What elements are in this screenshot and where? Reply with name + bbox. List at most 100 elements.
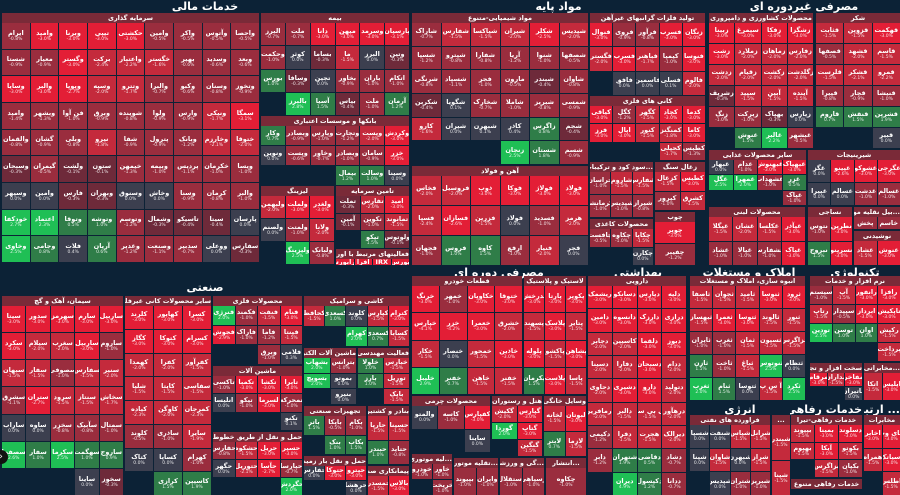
stock-tile[interactable]: ثجوان -1.5% (713, 286, 736, 308)
stock-tile[interactable]: کترام -3.0% (388, 306, 409, 326)
stock-tile[interactable]: واحصا -0.5% (231, 23, 259, 49)
stock-tile[interactable]: قزوین -1.5% (844, 23, 872, 43)
stock-tile[interactable]: بایک -1.5% (384, 389, 409, 404)
stock-tile[interactable]: شنفت 0.0% (710, 425, 730, 448)
stock-tile[interactable]: سفار 1.0% (26, 441, 50, 468)
stock-tile[interactable]: برکت -2.4% (88, 49, 116, 76)
stock-tile[interactable]: شکلر -2.5% (530, 23, 559, 46)
stock-tile[interactable]: وبانک -1.2% (174, 129, 202, 156)
stock-tile[interactable]: ددانا -0.7% (662, 472, 686, 495)
stock-tile[interactable]: کزغال -1.5% (655, 172, 680, 191)
stock-tile[interactable]: ثنام 1.5% (713, 378, 736, 400)
industry-title[interactable]: فعالیتهای مرتبط با اوراق بهادار (336, 249, 409, 259)
stock-tile[interactable]: فپنتا -1.5% (280, 325, 302, 345)
stock-tile[interactable]: کفپارس -3.0% (464, 406, 490, 429)
stock-tile[interactable]: فلامی 0.3% (280, 345, 302, 364)
stock-tile[interactable]: تکوین -1.0% (360, 213, 385, 231)
stock-tile[interactable]: خلیبل 2.9% (412, 367, 439, 394)
stock-tile[interactable]: بالاس -3.0% (389, 476, 409, 495)
sector-title[interactable]: انرژی (724, 403, 756, 416)
stock-tile[interactable]: غشاد -1.0% (709, 241, 733, 265)
stock-tile[interactable]: فاسمین0.0% (636, 71, 659, 95)
stock-tile[interactable]: لابتر 0.7% (544, 431, 565, 456)
industry-title[interactable]: بیمه (261, 13, 409, 23)
stock-tile[interactable]: کمرجان -2.3% (183, 401, 211, 424)
industry-title[interactable]: ...تقلیه موتور (454, 458, 498, 468)
stock-tile[interactable]: تپکو 1.5% (360, 231, 385, 248)
stock-tile[interactable]: دجابر -2.0% (588, 332, 612, 355)
stock-tile[interactable]: قثابت -1.5% (816, 23, 844, 43)
stock-tile[interactable]: دبوز -3.0% (662, 332, 686, 355)
stock-tile[interactable]: کلوند -0.5% (125, 424, 153, 448)
stock-tile[interactable]: غسالم 0.0% (831, 183, 854, 205)
stock-tile[interactable]: ثمان -1.5% (736, 332, 759, 354)
stock-tile[interactable]: وکبو -0.6% (174, 76, 202, 102)
stock-tile[interactable]: فنوسا -3.0% (682, 47, 705, 71)
stock-tile[interactable]: بیمال 1.2% (335, 166, 360, 185)
stock-tile[interactable]: غپاک -3.0% (781, 241, 805, 265)
industry-title[interactable]: سرمایه گذاری (2, 13, 259, 23)
stock-tile[interactable]: اسیاتک-3.0% (882, 448, 900, 472)
stock-tile[interactable]: سارم -3.0% (75, 306, 99, 333)
stock-tile[interactable]: پدرخش-3.0% (524, 286, 544, 313)
stock-tile[interactable]: مارون -0.5% (500, 70, 529, 93)
stock-tile[interactable]: رسپاهی-1.0% (522, 468, 544, 495)
industry-title[interactable]: کانی های فلزی (590, 96, 705, 106)
stock-tile[interactable]: کاما -3.0% (682, 124, 705, 142)
stock-tile[interactable]: شبریز -1.0% (750, 472, 770, 495)
stock-tile[interactable]: وسافا -0.3% (285, 69, 310, 92)
stock-tile[interactable]: توسن 1.0% (832, 324, 855, 342)
stock-tile[interactable]: شپاکسا -1.5% (471, 23, 500, 46)
stock-tile[interactable]: وتین -0.3% (385, 46, 409, 69)
industry-title[interactable]: ... (772, 415, 790, 425)
stock-tile[interactable]: چکارن 0.0% (632, 247, 653, 265)
stock-tile[interactable]: اتکا -1.5% (864, 373, 882, 400)
stock-tile[interactable]: فولاد 0.0% (500, 206, 529, 235)
stock-tile[interactable]: ابرداز -3.0% (855, 305, 878, 323)
stock-tile[interactable]: کاسپین -2.0% (612, 332, 637, 355)
stock-tile[interactable]: زملارد -2.0% (735, 44, 761, 64)
stock-tile[interactable]: پرداخت -1.5% (878, 343, 900, 361)
stock-tile[interactable]: پسهند -1.5% (524, 313, 544, 340)
stock-tile[interactable]: گشان -0.9% (30, 129, 59, 156)
stock-tile[interactable]: شبهرن 0.0% (730, 448, 750, 472)
stock-tile[interactable]: سهگمت 1.0% (75, 441, 99, 468)
stock-tile[interactable]: وبصادر -0.9% (285, 126, 310, 145)
industry-title[interactable]: نساجی (808, 207, 852, 217)
stock-tile[interactable]: دالبر -1.5% (612, 402, 637, 425)
stock-tile[interactable]: دقاضی 0.5% (637, 449, 662, 472)
stock-tile[interactable]: وخاور -0.7% (310, 146, 335, 165)
stock-tile[interactable]: بشهاب 2.0% (304, 358, 330, 373)
industry-title[interactable]: ...گی و ورزشی (500, 458, 544, 468)
stock-tile[interactable]: نیرو -1.8% (88, 129, 116, 156)
stock-tile[interactable]: کچاد -3.0% (659, 106, 682, 124)
stock-tile[interactable]: زماهان -2.0% (761, 44, 787, 64)
stock-tile[interactable]: ثازن 1.5% (690, 355, 713, 377)
stock-tile[interactable]: غبهپاک -3.0% (782, 160, 806, 175)
stock-tile[interactable]: سنتاز -1.5% (75, 387, 99, 414)
stock-tile[interactable]: سخاش -1.7% (99, 387, 123, 414)
stock-tile[interactable]: وپویا -2.7% (59, 76, 88, 102)
stock-tile[interactable]: شجم -0.4% (559, 117, 588, 141)
industry-title[interactable]: شیرینیجات (808, 150, 900, 160)
stock-tile[interactable]: حتاید -0.8% (389, 440, 409, 464)
stock-tile[interactable]: شپدیس -2.0% (559, 23, 588, 46)
stock-tile[interactable]: فگستر -2.0% (590, 47, 613, 71)
stock-tile[interactable]: وسنان -0.8% (202, 76, 231, 102)
stock-tile[interactable]: ثنوتوس 2.5% (759, 355, 782, 377)
stock-tile[interactable]: میهن -3.0% (335, 23, 360, 46)
stock-tile[interactable]: دحاوی -2.0% (588, 379, 612, 402)
stock-tile[interactable]: سپیدار -0.5% (832, 305, 855, 323)
stock-tile[interactable]: ثالوند -1.5% (759, 309, 782, 331)
stock-tile[interactable]: فجوش -2.9% (213, 325, 235, 345)
stock-tile[interactable]: زفکا -3.0% (761, 23, 787, 43)
industry-title[interactable]: حمل و نقل بار زمینی (304, 456, 366, 466)
stock-tile[interactable]: گنگین -1.5% (517, 440, 542, 456)
stock-tile[interactable]: ثتوسا 0.0% (736, 378, 759, 400)
stock-tile[interactable]: کپرور -1.0% (655, 191, 680, 210)
sector-title[interactable]: تکنولوژی (830, 266, 880, 279)
stock-tile[interactable]: فجر -1.0% (471, 70, 500, 93)
stock-tile[interactable]: توریل -1.5% (384, 373, 409, 389)
stock-tile[interactable]: غپیرا 0.0% (808, 183, 831, 205)
stock-tile[interactable]: خرنگ -3.0% (412, 286, 439, 313)
